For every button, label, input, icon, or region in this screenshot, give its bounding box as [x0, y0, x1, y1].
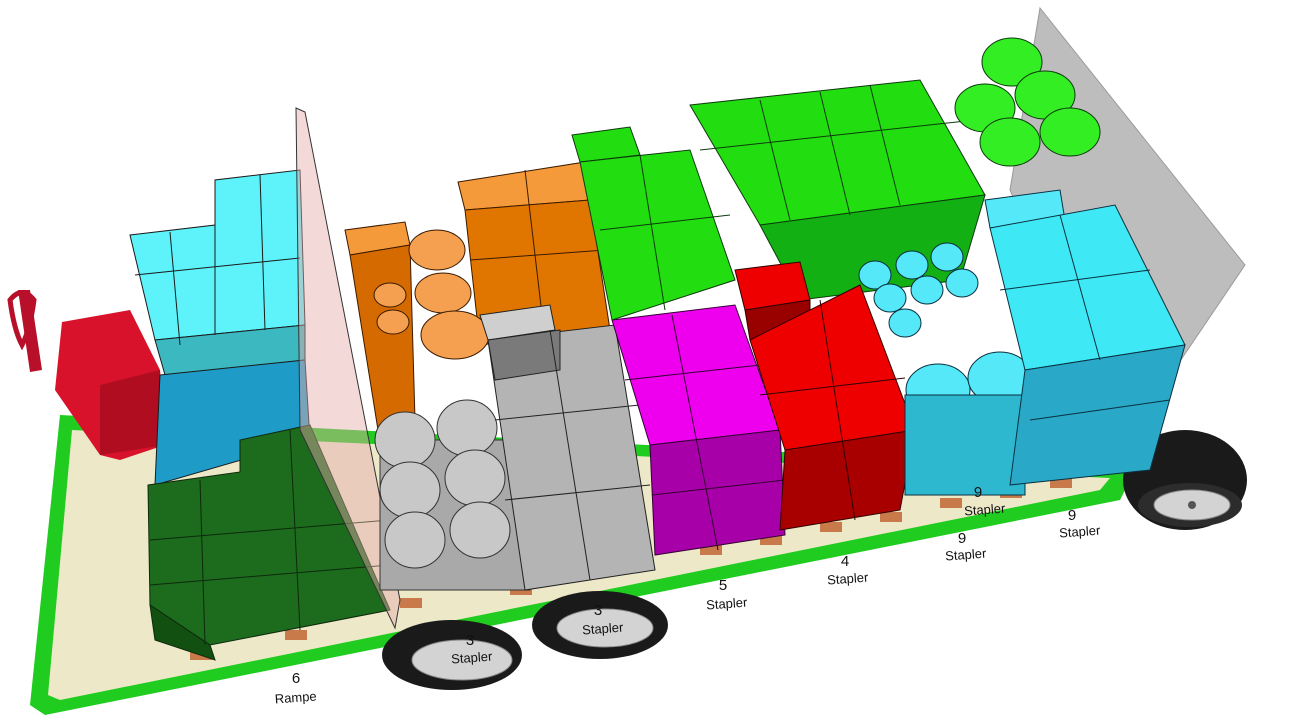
stack-red — [734, 261, 916, 531]
stack-cyan-right — [984, 189, 1186, 486]
stack-orange — [344, 161, 611, 431]
green-cylinders — [954, 37, 1101, 167]
orange-cylinders — [373, 229, 490, 360]
stack-magenta — [611, 304, 786, 556]
label-text: Stapler — [1059, 523, 1102, 541]
label-number: 5 — [719, 577, 727, 594]
front-wheel-2 — [532, 591, 668, 659]
label-text: Stapler — [945, 546, 988, 564]
label-number: 3 — [594, 602, 602, 619]
label-number: 9 — [974, 484, 982, 501]
label-text: Stapler — [706, 595, 749, 613]
stack-green — [571, 79, 986, 321]
station-labels: 6 Rampe 3 Stapler 3 Stapler 5 Stapler 4 … — [274, 484, 1101, 706]
label-text: Stapler — [964, 501, 1007, 519]
label-text: Stapler — [827, 570, 870, 588]
stack-left-dark-green — [147, 424, 391, 661]
label-number: 4 — [841, 553, 849, 570]
glass-partition — [295, 107, 401, 630]
label-number: 9 — [1068, 507, 1076, 524]
label-text: Stapler — [582, 620, 625, 638]
label-text: Stapler — [451, 649, 494, 667]
label-number: 6 — [292, 670, 300, 687]
label-text: Rampe — [274, 689, 317, 707]
cyan-cylinders — [858, 242, 1033, 496]
front-wheel-1 — [382, 620, 522, 690]
silver-cylinders — [374, 399, 531, 591]
stack-left-cyan — [129, 169, 311, 486]
label-number: 3 — [466, 632, 474, 649]
pallet-jack — [7, 290, 165, 460]
label-number: 9 — [958, 530, 966, 547]
stack-silver-boxes — [479, 304, 656, 591]
